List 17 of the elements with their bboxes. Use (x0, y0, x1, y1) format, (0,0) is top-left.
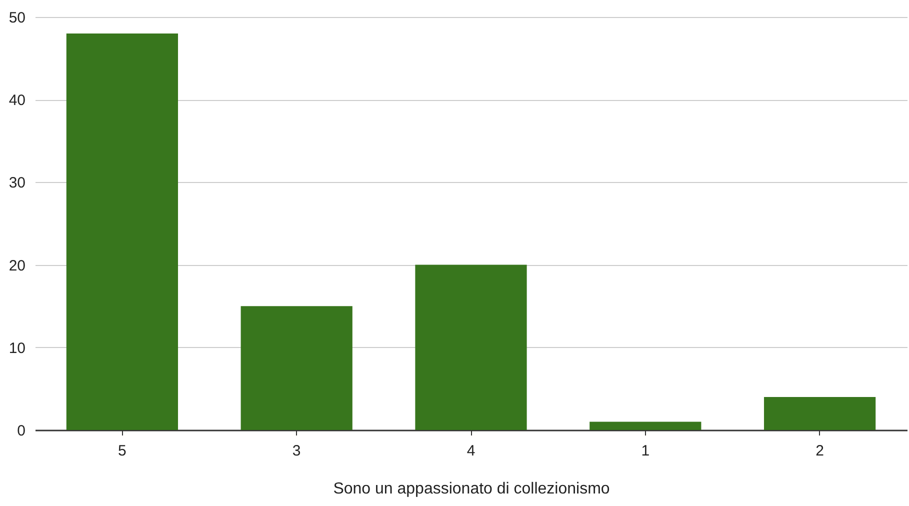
x-tick-label: 2 (816, 442, 824, 460)
y-tick-label: 10 (8, 340, 26, 357)
bar (764, 396, 876, 430)
y-tick-label: 40 (8, 92, 26, 110)
bar (590, 422, 702, 430)
y-tick-label: 30 (8, 174, 26, 192)
y-tick-label: 0 (17, 422, 26, 440)
bar (240, 306, 352, 430)
y-tick-label: 50 (8, 10, 26, 26)
bar (415, 264, 527, 430)
x-tick-label: 1 (641, 442, 650, 460)
x-tick-label: 5 (118, 442, 126, 460)
x-axis-title: Sono un appassionato di collezionismo (333, 480, 610, 498)
bar (66, 34, 178, 430)
x-tick-label: 4 (466, 442, 476, 460)
x-tick-label: 3 (292, 442, 301, 460)
y-tick-label: 20 (8, 257, 26, 274)
